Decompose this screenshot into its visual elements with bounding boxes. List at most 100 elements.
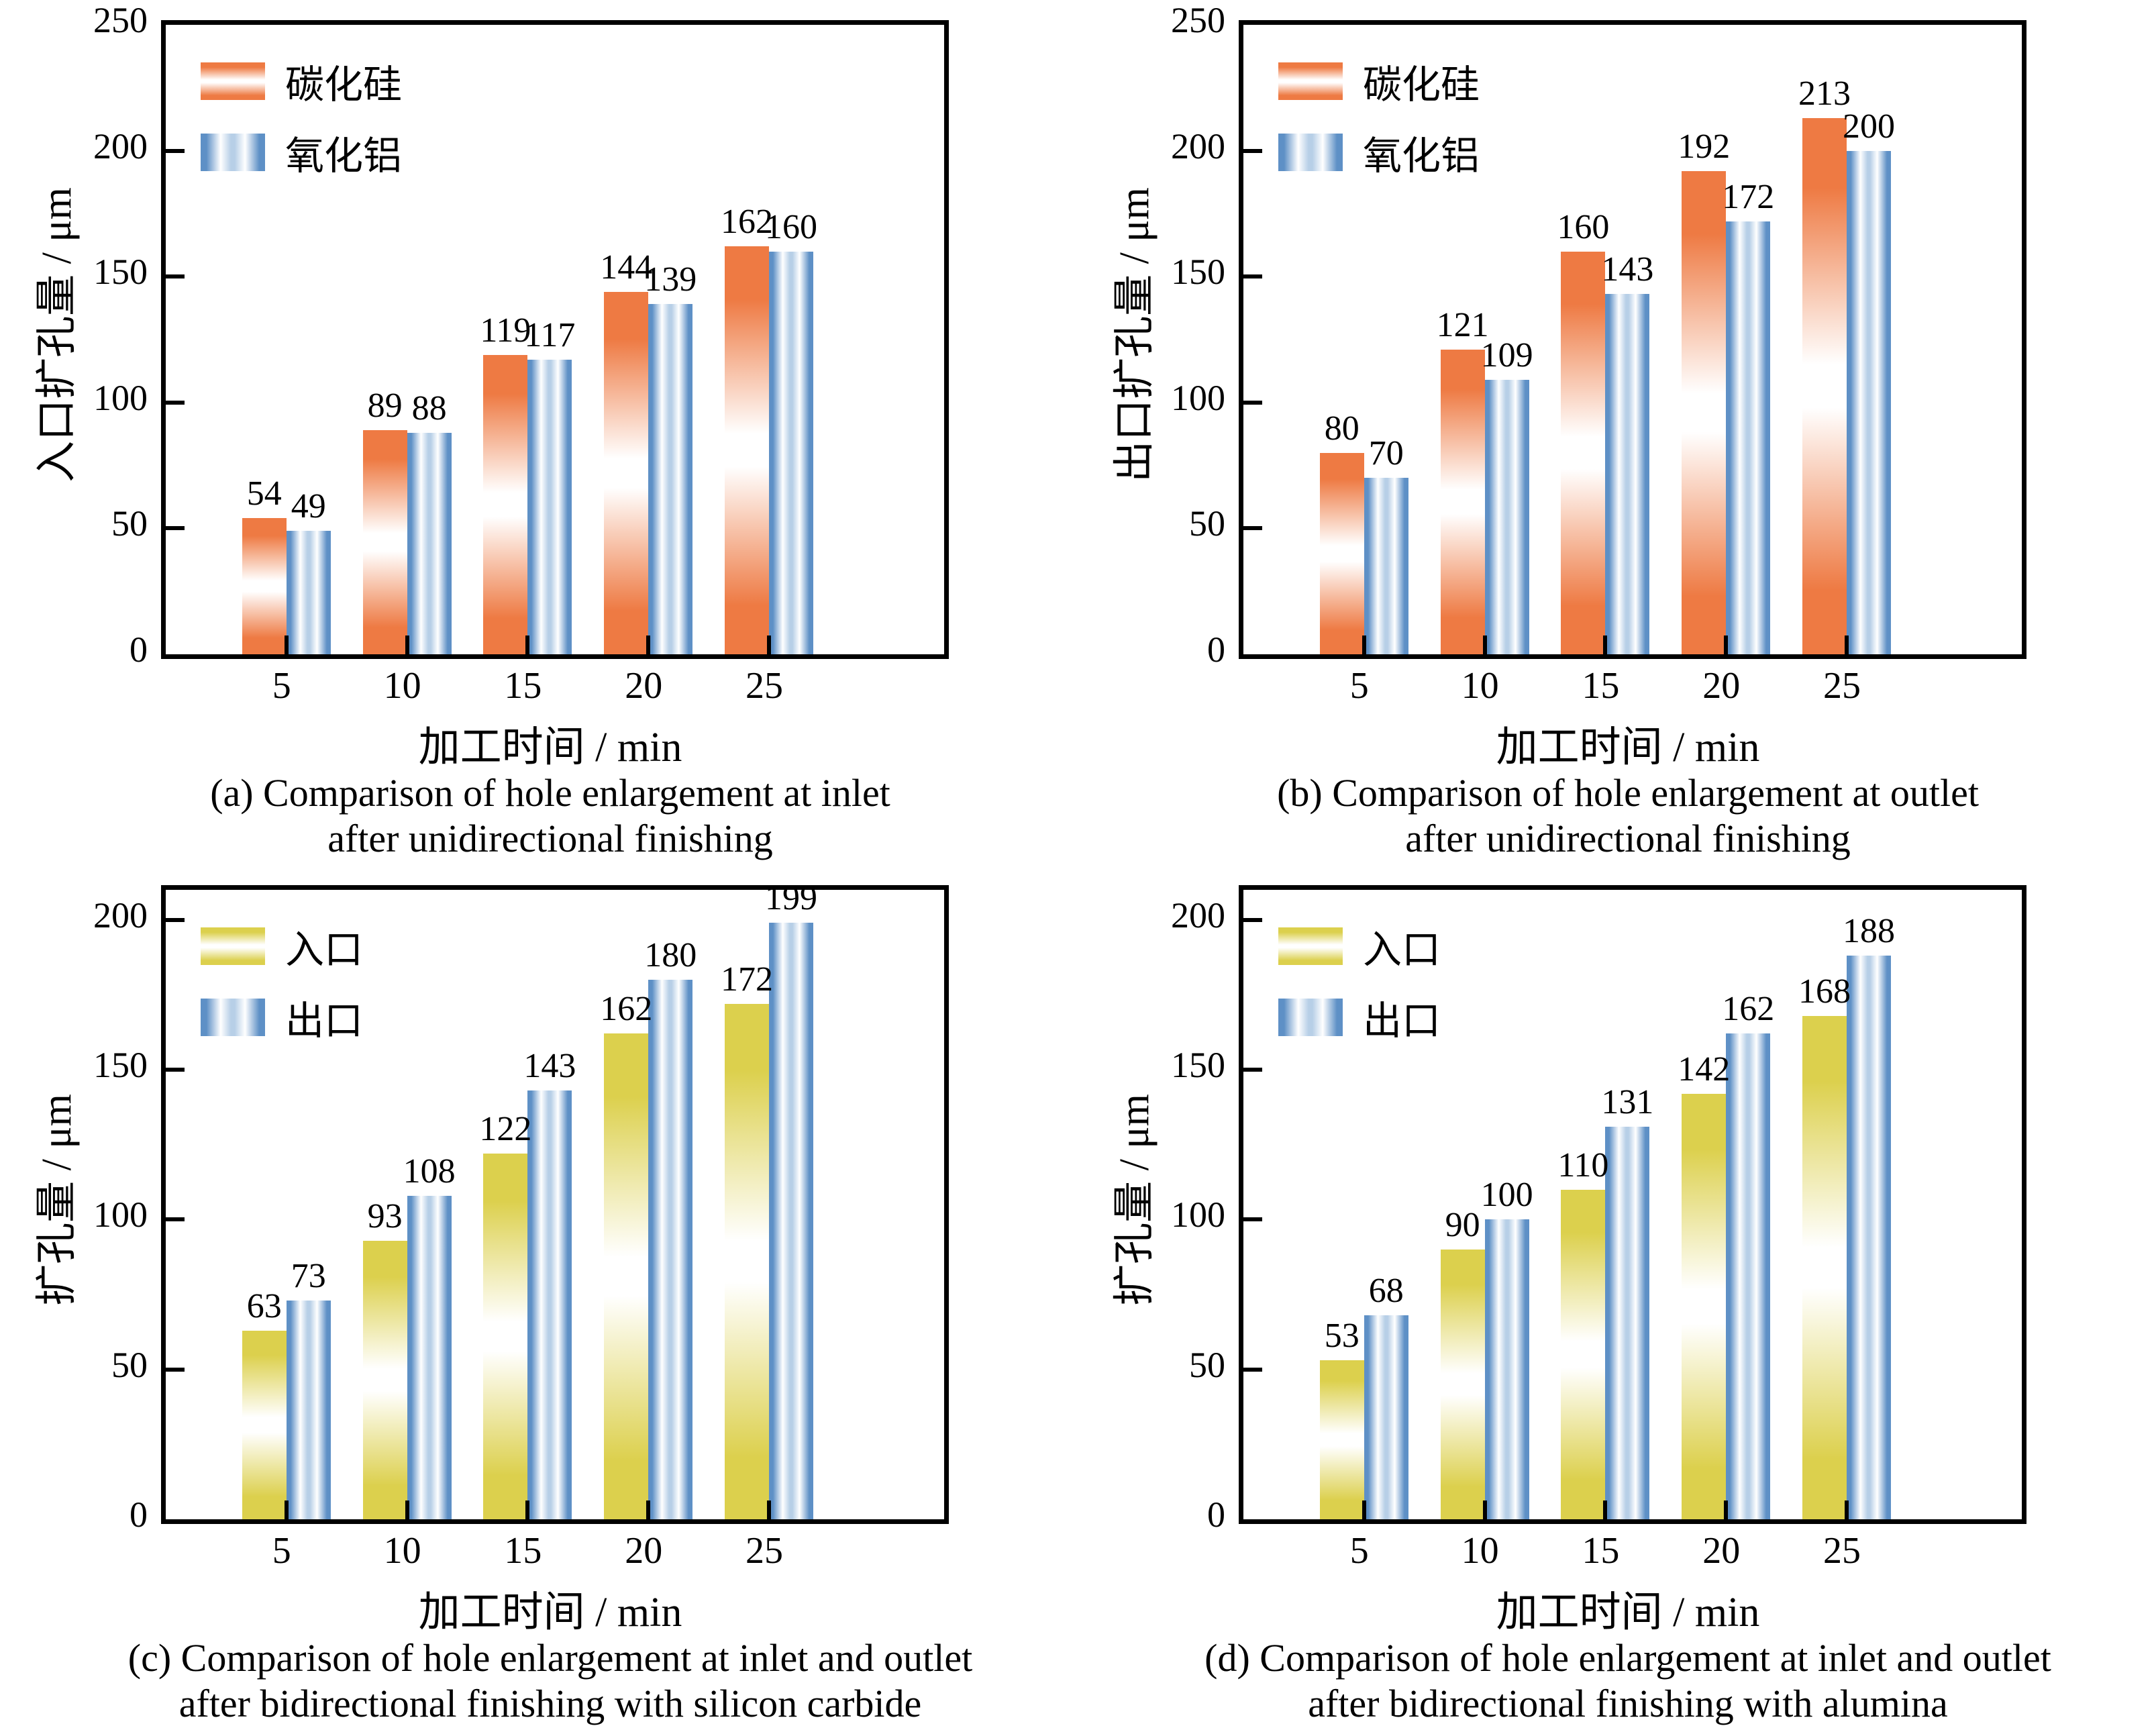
y-tick-mark [1243, 400, 1262, 405]
y-tick-mark [1243, 1217, 1262, 1222]
x-axis-label: 加工时间 / min [1496, 725, 1760, 770]
y-tick-label: 0 [130, 1494, 148, 1535]
panel-caption: (c) Comparison of hole enlargement at in… [81, 1635, 1020, 1727]
x-tick-mark [1603, 635, 1608, 654]
bar-value-label: 200 [1843, 107, 1895, 146]
y-tick-mark [1243, 917, 1262, 922]
legend-item: 入口 [201, 918, 363, 974]
bar-value-label: 49 [291, 487, 326, 525]
bar-series1-10min [362, 1241, 407, 1519]
panel-caption: (b) Comparison of hole enlargement at ou… [1158, 770, 2098, 862]
legend-swatch-orange [1278, 62, 1343, 100]
x-tick-mark [284, 635, 289, 654]
bar-value-label: 121 [1436, 305, 1489, 344]
caption-line-1: (b) Comparison of hole enlargement at ou… [1277, 771, 1979, 815]
y-tick-mark [1243, 274, 1262, 279]
legend-item: 碳化硅 [1278, 53, 1480, 109]
bar-series2-5min [286, 1301, 331, 1519]
legend-item: 入口 [1278, 918, 1441, 974]
x-tick-mark [1362, 1500, 1366, 1519]
bar-value-label: 80 [1324, 409, 1359, 448]
bar-series1-10min [362, 430, 407, 654]
x-tick-label: 20 [625, 665, 663, 707]
y-tick-mark [1243, 1068, 1262, 1072]
x-tick-mark [525, 635, 530, 654]
caption-line-1: (a) Comparison of hole enlargement at in… [210, 771, 890, 815]
x-tick-label: 10 [1461, 1530, 1499, 1572]
x-tick-labels: 5 10 15 20 25 [1239, 665, 2017, 713]
chart-panel-c: 扩孔量 / μm 0 50 100 150 200 入口 出口 63 73 93 108 122… [0, 865, 1078, 1730]
bar-value-label: 143 [523, 1046, 576, 1085]
legend-swatch-yellow [201, 927, 265, 965]
x-tick-mark [525, 1500, 530, 1519]
x-tick-labels: 5 10 15 20 25 [1239, 1530, 2017, 1578]
y-tick-mark [166, 1367, 185, 1372]
y-tick-label: 250 [93, 0, 148, 40]
caption-line-2: after unidirectional finishing [327, 817, 773, 860]
caption-line-1: (d) Comparison of hole enlargement at in… [1204, 1636, 2051, 1680]
bar-series2-25min [1847, 151, 1891, 654]
x-tick-label: 5 [272, 665, 291, 707]
x-axis-label: 加工时间 / min [418, 1590, 682, 1635]
bar-series1-15min [1561, 252, 1606, 654]
bar-value-label: 119 [480, 311, 531, 350]
bar-series2-5min [1364, 1315, 1408, 1519]
x-tick-mark [284, 1500, 289, 1519]
y-tick-label: 150 [93, 1045, 148, 1085]
panel-caption: (d) Comparison of hole enlargement at in… [1158, 1635, 2098, 1727]
x-tick-label: 15 [504, 665, 542, 707]
x-tick-label: 20 [625, 1530, 663, 1572]
plot-area: 入口 出口 63 73 93 108 122 143 162 180 172 199 [161, 879, 949, 1524]
x-tick-labels: 5 10 15 20 25 [161, 1530, 939, 1578]
bar-series2-15min [1605, 294, 1650, 654]
legend-label: 氧化铝 [285, 134, 403, 178]
legend-swatch-blue [1278, 999, 1343, 1036]
bar-value-label: 110 [1557, 1146, 1609, 1184]
legend-label: 氧化铝 [1363, 134, 1480, 178]
x-tick-mark [1482, 1500, 1487, 1519]
plot-area: 碳化硅 氧化铝 80 70 121 109 160 143 192 172 213 200 [1239, 20, 2026, 659]
bar-value-label: 168 [1798, 972, 1851, 1011]
y-tick-label: 100 [93, 1194, 148, 1235]
x-tick-mark [405, 635, 409, 654]
legend-label: 入口 [285, 928, 364, 972]
bar-value-label: 144 [600, 248, 653, 287]
caption-line-2: after bidirectional finishing with alumi… [1308, 1682, 1948, 1725]
bar-series2-20min [1726, 221, 1771, 654]
x-tick-label: 25 [746, 1530, 783, 1572]
legend-item: 氧化铝 [1278, 124, 1480, 181]
bar-value-label: 213 [1798, 74, 1851, 113]
y-tick-mark [1243, 1367, 1262, 1372]
legend-swatch-blue [201, 999, 265, 1036]
caption-line-1: (c) Comparison of hole enlargement at in… [127, 1636, 973, 1680]
legend-swatch-blue [201, 134, 265, 171]
x-tick-label: 10 [383, 665, 421, 707]
bar-value-label: 90 [1445, 1205, 1480, 1244]
legend: 入口 出口 [201, 918, 363, 1060]
bar-value-label: 54 [246, 474, 282, 513]
y-axis-label: 入口扩孔量 / μm [34, 187, 80, 482]
x-tick-mark [1603, 1500, 1608, 1519]
bar-value-label: 68 [1368, 1271, 1404, 1310]
x-tick-mark [1724, 1500, 1729, 1519]
legend-label: 碳化硅 [1363, 63, 1480, 107]
y-tick-mark [166, 148, 185, 153]
y-tick-label: 150 [1171, 1045, 1225, 1085]
legend-item: 氧化铝 [201, 124, 402, 181]
bar-series2-5min [286, 531, 331, 654]
bar-value-label: 131 [1601, 1082, 1654, 1121]
panel-caption: (a) Comparison of hole enlargement at in… [81, 770, 1020, 862]
bar-series2-10min [407, 433, 452, 654]
y-tick-label: 150 [1171, 252, 1225, 293]
bar-value-label: 162 [1722, 989, 1775, 1028]
x-tick-mark [1482, 635, 1487, 654]
y-tick-mark [166, 274, 185, 279]
y-tick-label: 50 [1189, 503, 1225, 544]
y-tick-label: 50 [111, 1344, 148, 1385]
legend-label: 入口 [1363, 928, 1441, 972]
bar-series1-15min [483, 355, 528, 654]
bar-value-label: 160 [1557, 207, 1610, 246]
x-tick-label: 15 [1582, 665, 1620, 707]
legend-item: 出口 [201, 989, 363, 1046]
x-tick-mark [405, 1500, 409, 1519]
